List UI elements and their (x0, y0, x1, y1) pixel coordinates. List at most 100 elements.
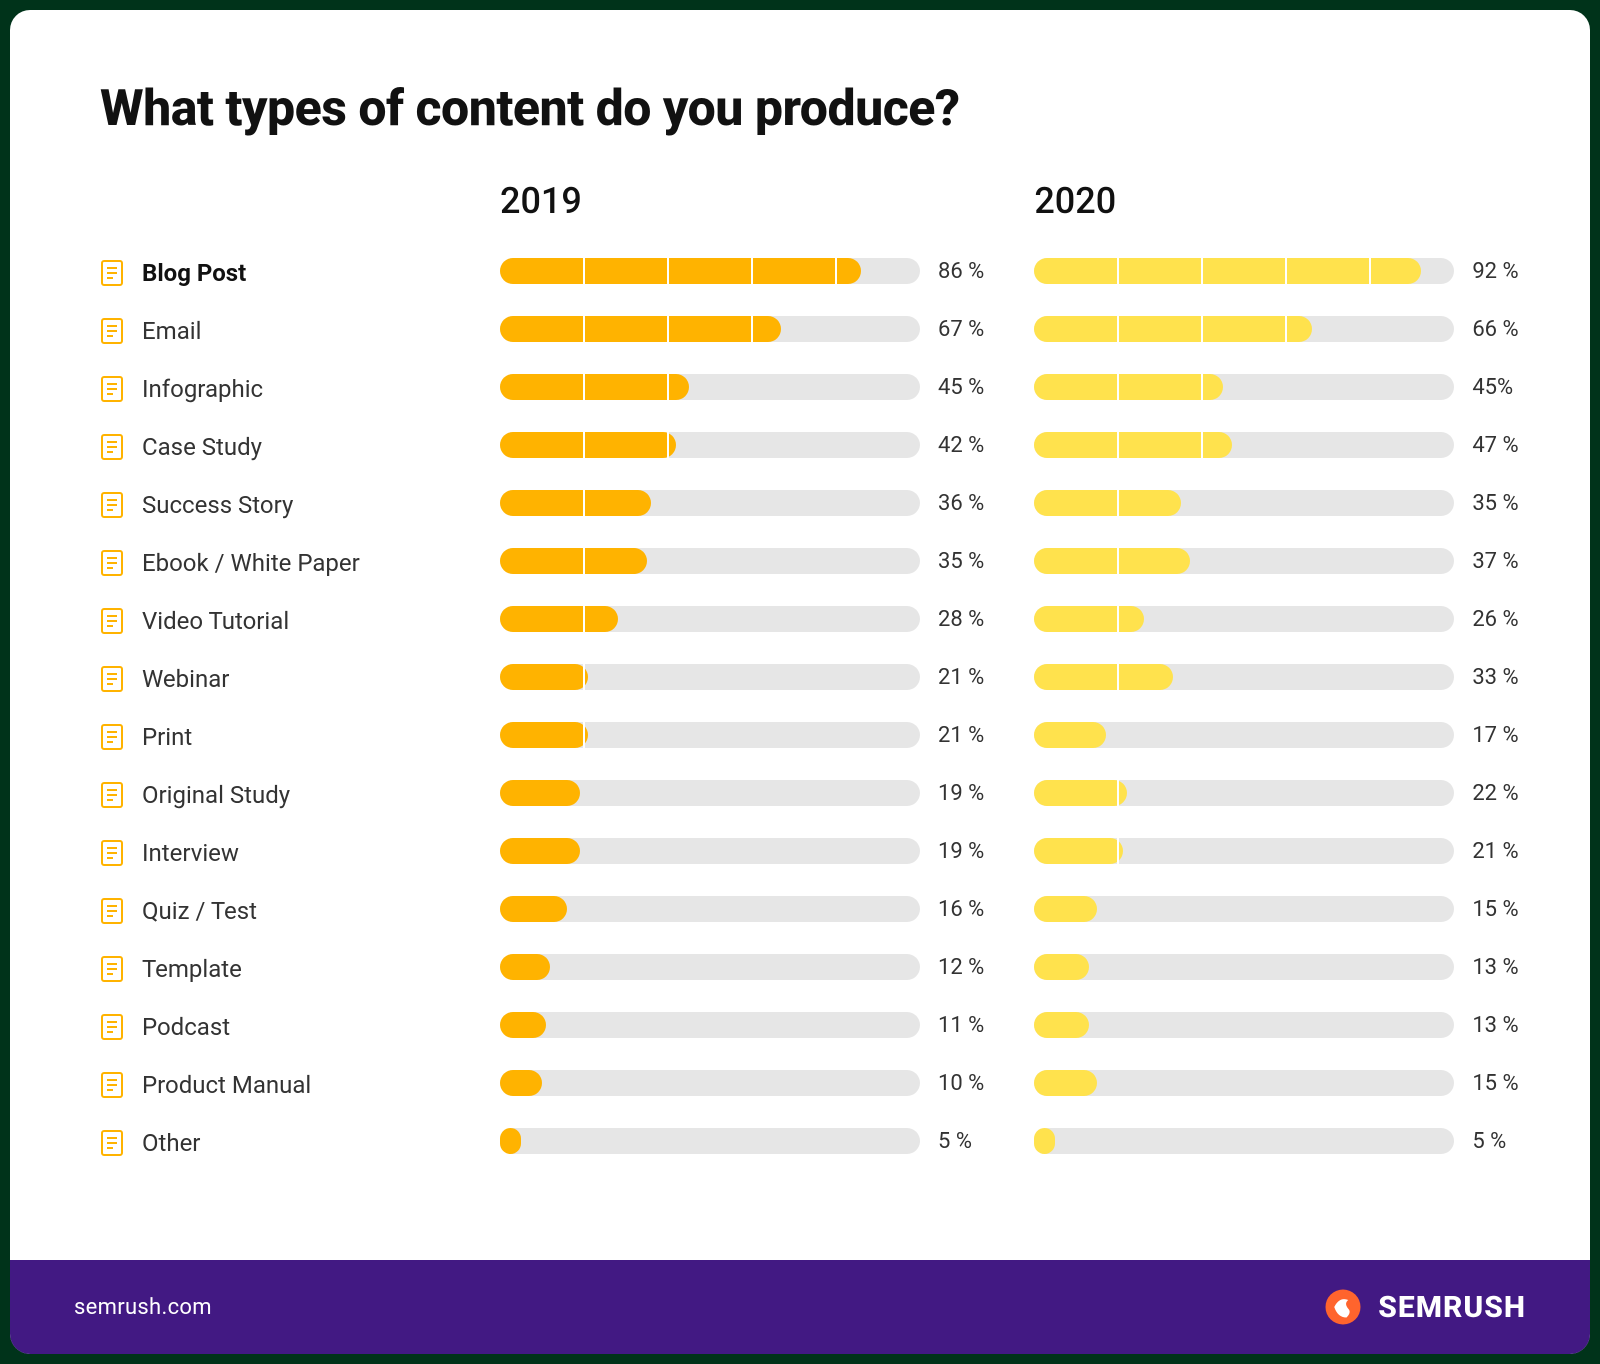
bar-percent-label: 28 % (938, 607, 984, 632)
category-label: Other (100, 1114, 450, 1172)
category-label: Email (100, 302, 450, 360)
bar-segment-divider (1285, 258, 1287, 284)
category-label: Print (100, 708, 450, 766)
bar-segment-divider (1117, 490, 1119, 516)
bar-percent-label: 17 % (1472, 723, 1518, 748)
bar-percent-label: 11 % (938, 1013, 984, 1038)
bar-track (500, 1012, 920, 1038)
bar-percent-label: 5 % (1472, 1129, 1506, 1154)
bar-row: 12 % (500, 938, 984, 996)
category-label-text: Ebook / White Paper (142, 549, 360, 577)
infographic-card: What types of content do you produce? Bl… (10, 10, 1590, 1354)
bar-fill (500, 1070, 542, 1096)
bar-track (500, 1128, 920, 1154)
category-label-text: Product Manual (142, 1071, 311, 1099)
bar-track (500, 374, 920, 400)
bar-track (500, 838, 920, 864)
bar-track (500, 664, 920, 690)
bar-track (500, 780, 920, 806)
bar-row: 35 % (1034, 474, 1518, 532)
bar-percent-label: 47 % (1472, 433, 1518, 458)
bar-segment-divider (667, 374, 669, 400)
category-label-text: Print (142, 723, 192, 751)
bar-row: 47 % (1034, 416, 1518, 474)
document-icon (100, 1071, 124, 1099)
bar-track (500, 722, 920, 748)
bar-row: 67 % (500, 300, 984, 358)
bar-fill (500, 490, 651, 516)
bar-percent-label: 45% (1472, 375, 1513, 400)
bar-percent-label: 92 % (1472, 259, 1518, 284)
category-label-text: Quiz / Test (142, 897, 257, 925)
category-label-text: Success Story (142, 491, 293, 519)
bar-row: 13 % (1034, 938, 1518, 996)
label-column: Blog Post Email Infographic Case Study S… (100, 180, 450, 1172)
bar-segment-divider (1369, 258, 1371, 284)
bar-fill (500, 722, 588, 748)
bar-fill (1034, 838, 1122, 864)
bar-segment-divider (583, 316, 585, 342)
bar-fill (500, 1128, 521, 1154)
bar-fill (500, 374, 689, 400)
bar-percent-label: 12 % (938, 955, 984, 980)
bar-fill (500, 896, 567, 922)
bar-row: 10 % (500, 1054, 984, 1112)
bar-fill (500, 954, 550, 980)
brand-name: SEMRUSH (1378, 1290, 1526, 1325)
bar-row: 5 % (1034, 1112, 1518, 1170)
bar-track (1034, 606, 1454, 632)
bar-fill (1034, 374, 1223, 400)
bar-percent-label: 5 % (938, 1129, 972, 1154)
bar-row: 19 % (500, 822, 984, 880)
bar-fill (500, 664, 588, 690)
bar-fill (1034, 490, 1181, 516)
category-label: Template (100, 940, 450, 998)
bar-row: 33 % (1034, 648, 1518, 706)
bar-percent-label: 21 % (938, 665, 984, 690)
bar-row: 19 % (500, 764, 984, 822)
bar-fill (500, 606, 618, 632)
document-icon (100, 317, 124, 345)
bar-percent-label: 26 % (1472, 607, 1518, 632)
bar-percent-label: 15 % (1472, 1071, 1518, 1096)
bar-segment-divider (1201, 316, 1203, 342)
bar-track (500, 490, 920, 516)
document-icon (100, 549, 124, 577)
bar-track (500, 258, 920, 284)
bar-segment-divider (583, 548, 585, 574)
document-icon (100, 1013, 124, 1041)
bar-percent-label: 37 % (1472, 549, 1518, 574)
document-icon (100, 781, 124, 809)
document-icon (100, 665, 124, 693)
bar-percent-label: 33 % (1472, 665, 1518, 690)
document-icon (100, 433, 124, 461)
bar-track (1034, 490, 1454, 516)
bar-track (500, 548, 920, 574)
bar-row: 5 % (500, 1112, 984, 1170)
category-label-text: Other (142, 1129, 200, 1157)
bar-fill (1034, 1070, 1097, 1096)
bar-fill (500, 838, 580, 864)
bar-fill (1034, 896, 1097, 922)
bar-row: 26 % (1034, 590, 1518, 648)
bar-row: 21 % (1034, 822, 1518, 880)
bar-track (1034, 1012, 1454, 1038)
bar-segment-divider (1285, 316, 1287, 342)
bar-percent-label: 66 % (1472, 317, 1518, 342)
category-label: Original Study (100, 766, 450, 824)
bar-segment-divider (1117, 606, 1119, 632)
category-label-text: Case Study (142, 433, 262, 461)
bar-percent-label: 45 % (938, 375, 984, 400)
bar-segment-divider (583, 664, 585, 690)
bar-row: 21 % (500, 706, 984, 764)
bar-percent-label: 67 % (938, 317, 984, 342)
bar-track (1034, 1070, 1454, 1096)
bar-segment-divider (1201, 258, 1203, 284)
bar-segment-divider (1201, 374, 1203, 400)
footer-bar: semrush.com SEMRUSH (10, 1260, 1590, 1354)
bar-percent-label: 16 % (938, 897, 984, 922)
bar-row: 15 % (1034, 1054, 1518, 1112)
category-label: Case Study (100, 418, 450, 476)
document-icon (100, 491, 124, 519)
bar-percent-label: 21 % (938, 723, 984, 748)
